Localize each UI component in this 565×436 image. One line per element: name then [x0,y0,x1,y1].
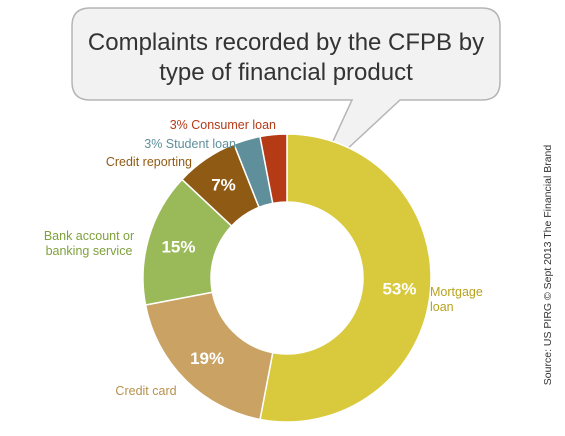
value-label-mortgage-loan: 53% [382,280,416,299]
slice-mortgage-loan [259,133,432,423]
category-label-credit-reporting: Credit reporting [106,155,192,169]
category-label-line: Credit card [115,384,176,398]
category-label-line: loan [430,300,454,314]
category-label-mortgage-loan: Mortgage loan [430,285,483,314]
category-label-line: 3% Student loan [144,137,236,151]
category-label-consumer-loan: 3% Consumer loan [170,118,276,132]
category-label-line: Mortgage [430,285,483,299]
title-callout: Complaints recorded by the CFPB by type … [71,7,501,179]
callout-bubble [71,7,501,179]
category-labels: Mortgage loan Credit card Bank account or ba… [44,118,483,398]
chart-title-line-1: Complaints recorded by the CFPB by [88,29,484,56]
category-label-bank-account-or-banking-service: Bank account or banking service [44,229,134,258]
donut-slices [142,133,432,423]
chart-title-line-2: type of financial product [159,59,413,86]
value-label-credit-card: 19% [190,349,224,368]
category-label-line: Credit reporting [106,155,192,169]
value-label-credit-reporting: 7% [211,176,236,195]
category-label-line: 3% Consumer loan [170,118,276,132]
value-labels: 53% 19% 15% 7% [161,176,416,368]
source-note: Source: US PIRG © Sept 2013 The Financia… [542,145,554,386]
value-label-bank-account-or-banking-service: 15% [161,237,195,256]
slice-credit-card [144,291,274,421]
category-label-student-loan: 3% Student loan [144,137,236,151]
category-label-line: Bank account or [44,229,134,243]
category-label-credit-card: Credit card [115,384,176,398]
category-label-line: banking service [46,244,133,258]
slice-consumer-loan [259,133,288,205]
